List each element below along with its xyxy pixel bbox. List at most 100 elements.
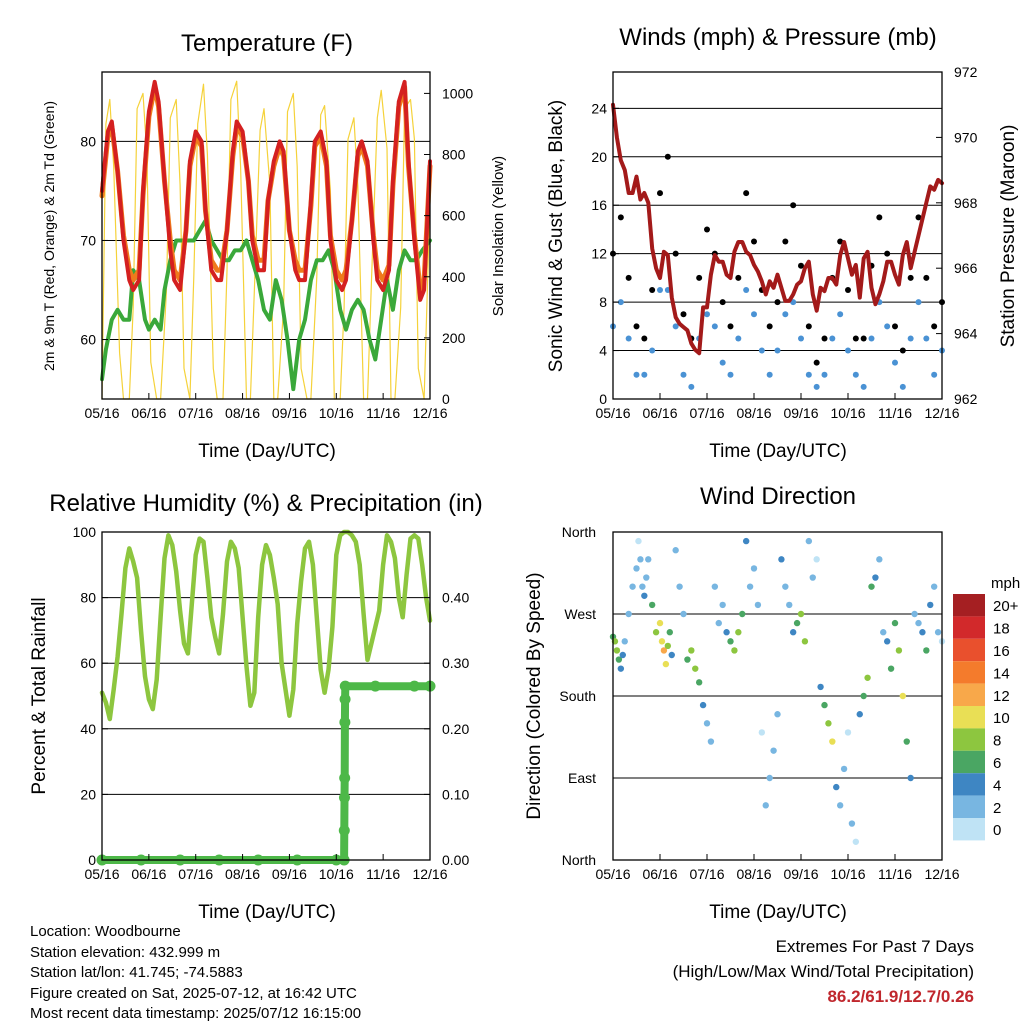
y-tick-label: East [568,770,596,786]
dewpoint-line [100,218,432,392]
direction-point [699,701,707,709]
x-tick-label: 12/16 [924,866,959,882]
gust-point [798,262,804,269]
direction-point [695,679,703,686]
direction-point [684,656,691,663]
direction-point [648,601,656,609]
direction-point [883,638,891,645]
winds-plot-frame [612,71,943,400]
gust-point [633,323,640,330]
humidity-panel: Relative Humidity (%) & Precipitation (i… [29,490,483,923]
direction-point [891,619,899,627]
direction-point [635,537,642,545]
wind-point [805,371,812,378]
direction-point [915,619,922,627]
gust-point [782,238,789,245]
direction-point [625,610,632,618]
gust-point [719,299,726,306]
colorbar-label: 0 [993,822,1001,839]
data-timestamp: Most recent data timestamp: 2025/07/12 1… [30,1005,362,1022]
gust-point [751,238,757,245]
colorbar-swatch [953,594,985,617]
direction-point [903,738,910,745]
y-tick-label: 80 [80,590,96,606]
y-tick-label: 400 [442,269,466,285]
wind-point [758,347,765,354]
gust-point [845,287,851,293]
gust-point [657,190,663,197]
gust-point [805,323,812,330]
wind-point [837,311,844,318]
x-tick-label: 08/16 [225,405,260,421]
gust-point [641,335,648,342]
direction-point [758,729,766,736]
direction-point [833,783,840,791]
direction-point [923,647,930,654]
wind-point [680,371,687,378]
direction-point [840,765,848,773]
wind-point [688,383,695,390]
direction-point [664,642,672,650]
y-tick-label: South [559,688,596,704]
direction-point [829,738,836,745]
x-tick-label: 12/16 [924,405,959,421]
direction-point [688,647,695,654]
direction-point [672,547,679,554]
gust-point [884,250,891,257]
colorbar-label: 4 [993,777,1001,794]
direction-point [927,601,934,609]
x-tick-label: 10/16 [830,405,865,421]
wind-point [766,371,773,378]
colorbar-swatch [953,795,985,818]
y-tick-label: 0.00 [442,852,469,868]
gust-point [617,214,624,221]
x-tick-label: 07/16 [178,866,213,882]
direction-point [615,656,623,663]
direction-point [864,674,871,681]
wind-direction-panel: Wind Direction 05/16 06/16 07/16 08/16 09/16… [524,483,1020,923]
direction-point [778,556,785,563]
direction-point [680,610,687,618]
x-tick-label: 06/16 [642,866,677,882]
x-tick-label: 05/16 [84,405,119,421]
direction-point [919,629,926,636]
wind-point [899,383,906,390]
station-elevation: Station elevation: 432.999 m [30,943,221,961]
direction-point [731,647,738,654]
gust-point [860,335,867,342]
x-tick-label: 09/16 [272,405,307,421]
x-tick-label: 10/16 [830,866,865,882]
direction-point [715,619,722,627]
colorbar-label: 12 [993,688,1010,705]
gust-point [680,311,687,318]
direction-point [793,619,801,627]
direction-point [774,711,781,718]
y-tick-label: 20 [591,149,607,165]
y-tick-label: 200 [442,330,466,346]
x-tick-label: 06/16 [131,866,166,882]
humidity-title: Relative Humidity (%) & Precipitation (i… [49,490,482,517]
gust-point [892,323,898,330]
wind-point [751,311,757,318]
wind-point [852,371,859,378]
pressure-line [611,102,944,356]
y-tick-label: 0.10 [442,786,469,802]
direction-point [895,647,903,654]
y-tick-label: 966 [954,260,978,276]
y-tick-label: North [562,524,596,540]
gust-point [696,274,703,281]
x-tick-label: 07/16 [689,866,724,882]
direction-point [613,647,621,654]
y-tick-label: 16 [591,197,607,213]
direction-point [656,619,664,627]
temperature-xlabel: Time (Day/UTC) [198,441,336,462]
y-tick-label: 0 [88,852,96,868]
colorbar-swatch [953,728,985,751]
gust-point [837,238,844,245]
wind-point [727,371,734,378]
gust-point [852,335,859,342]
direction-point [797,610,805,618]
y-tick-label: 972 [954,64,978,80]
x-tick-label: 10/16 [319,866,354,882]
